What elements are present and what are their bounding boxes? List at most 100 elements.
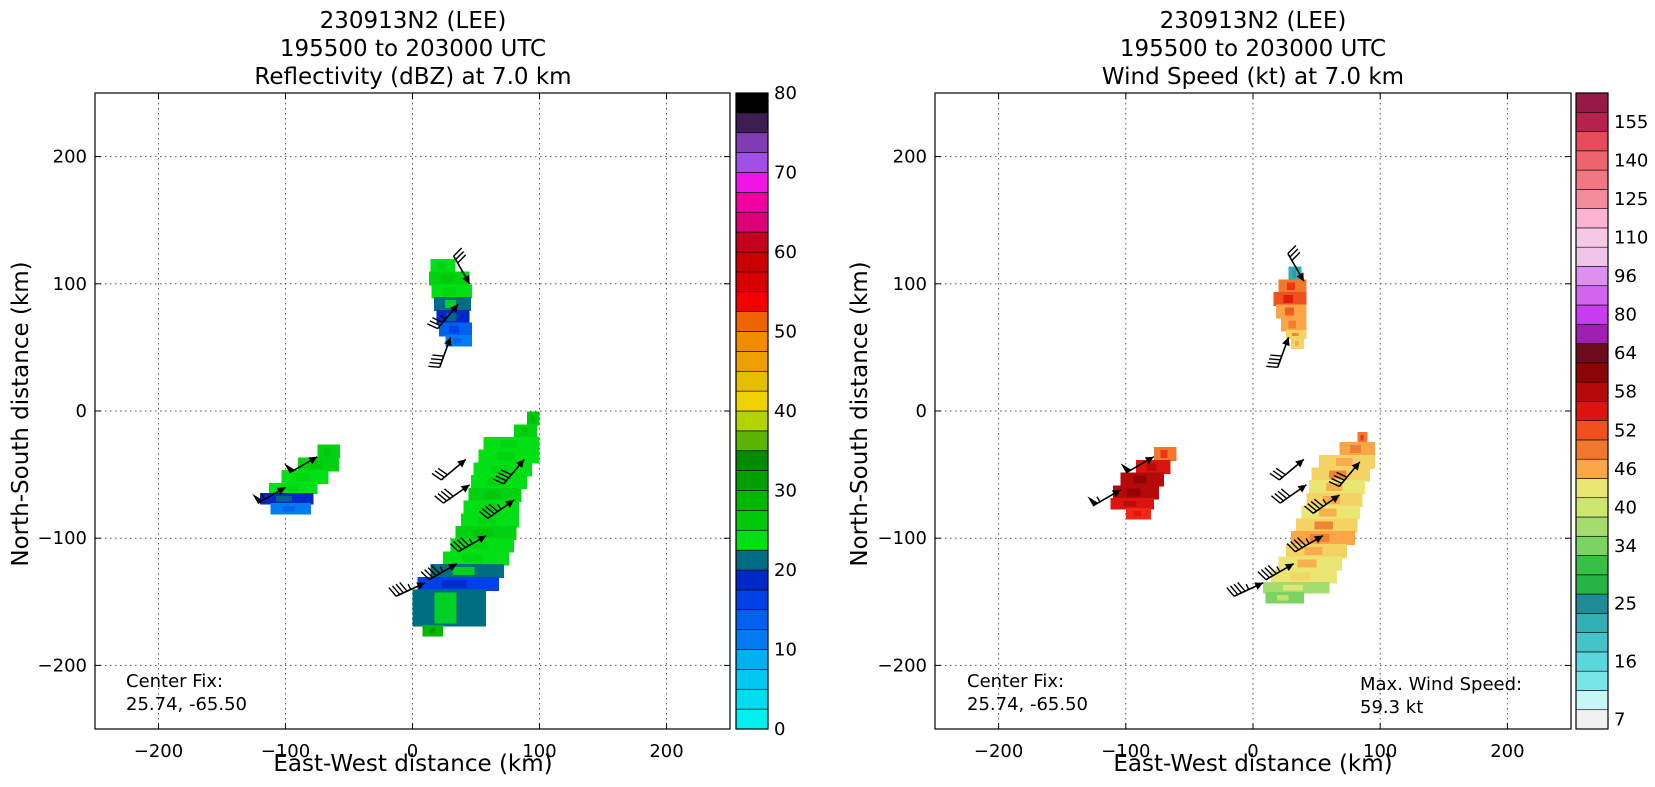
colorbar-swatch: [1575, 670, 1609, 691]
echo-cell-core: [1160, 450, 1168, 459]
colorbar-swatch: [1575, 208, 1609, 229]
wind-barb: [1286, 534, 1324, 553]
colorbar-swatch: [735, 331, 769, 352]
colorbar-tick-label: 64: [1614, 343, 1637, 364]
colorbar-swatch: [735, 211, 769, 233]
colorbar-swatch: [735, 510, 769, 531]
echo-cell-core: [490, 465, 509, 474]
colorbar-swatch: [1575, 458, 1609, 479]
colorbar-swatch: [1575, 131, 1609, 152]
echo-cell-core: [1285, 307, 1295, 316]
echo-cell-core: [484, 490, 501, 499]
echo-cell-core: [462, 554, 483, 563]
y-axis-label: North-South distance (km): [8, 261, 34, 566]
echo-cell-core: [283, 485, 298, 492]
echo-cell-core: [530, 414, 535, 423]
y-tick-label: −100: [878, 528, 927, 549]
center-fix-label: Center Fix:: [967, 671, 1064, 692]
colorbar-swatch: [1575, 304, 1609, 325]
colorbar-swatch: [1575, 593, 1609, 614]
echo-cell-core: [1297, 559, 1317, 568]
colorbar-tick-label: 60: [774, 242, 797, 263]
wind-barb: [449, 534, 487, 553]
x-tick-label: 200: [649, 741, 683, 762]
title-line-3: Wind Speed (kt) at 7.0 km: [1102, 64, 1404, 90]
wind-barb: [420, 562, 458, 581]
reflectivity-panel: 230913N2 (LEE) 195500 to 203000 UTC Refl…: [8, 8, 797, 777]
colorbar-swatch: [1575, 227, 1609, 248]
echo-cell-core: [441, 274, 454, 283]
echo-cell-core: [449, 325, 459, 334]
y-tick-label: 100: [53, 274, 87, 295]
colorbar-swatch: [735, 529, 769, 551]
echo-cell-core: [310, 460, 323, 469]
echo-cell-core: [1283, 294, 1294, 303]
y-tick-label: 200: [893, 147, 927, 168]
echo-cell-core: [1350, 445, 1361, 454]
echo-cell-core: [1335, 457, 1353, 466]
colorbar-swatch: [735, 609, 769, 630]
title-line-1: 230913N2 (LEE): [320, 8, 507, 34]
colorbar-swatch: [735, 351, 769, 372]
center-fix-label: Center Fix:: [126, 671, 223, 692]
colorbar-tick-label: 110: [1614, 228, 1648, 249]
echo-cell-core: [443, 287, 456, 296]
colorbar-swatch: [1575, 651, 1609, 672]
colorbar-swatch: [735, 629, 769, 650]
echo-cell-core: [1133, 475, 1147, 484]
colorbar-tick-label: 16: [1614, 652, 1637, 673]
wind-speed-panel: 230913N2 (LEE) 195500 to 203000 UTC Wind…: [847, 8, 1648, 777]
echo-cell-core: [478, 516, 496, 525]
echo-cell-core: [1329, 470, 1347, 479]
echo-cell-core: [434, 592, 457, 624]
x-axis-label: East-West distance (km): [273, 751, 552, 777]
x-tick-label: −100: [1101, 741, 1150, 762]
colorbar-swatch: [1575, 439, 1609, 460]
colorbar-swatch: [735, 569, 769, 591]
echo-cell-core: [446, 312, 457, 321]
colorbar-tick-label: 50: [774, 322, 797, 343]
wind-barb: [1257, 562, 1295, 581]
wind-barb: [431, 458, 467, 481]
colorbar-swatch: [1575, 516, 1609, 537]
wind-barb: [388, 581, 426, 597]
colorbar-tick-label: 155: [1614, 112, 1648, 133]
colorbar-swatch: [735, 132, 769, 153]
echo-cell-core: [1126, 488, 1141, 497]
colorbar-swatch: [735, 112, 769, 134]
colorbar-swatch: [1575, 343, 1609, 364]
colorbar-swatch: [1575, 535, 1609, 556]
echo-cell-core: [276, 495, 293, 502]
colorbar-swatch: [735, 192, 769, 213]
title-line-1: 230913N2 (LEE): [1160, 8, 1347, 34]
echo-cell-core: [1290, 572, 1311, 581]
colorbar-swatch: [735, 410, 769, 432]
echo-cell-core: [1294, 340, 1299, 347]
colorbar-tick-label: 10: [774, 640, 797, 661]
x-tick-label: 0: [1247, 741, 1258, 762]
colorbar-swatch: [1575, 285, 1609, 306]
colorbar-tick-label: 34: [1614, 536, 1637, 557]
y-tick-label: 200: [53, 147, 87, 168]
colorbar-swatch: [735, 251, 769, 273]
y-tick-label: 0: [76, 401, 87, 422]
echo-cell-core: [452, 567, 475, 576]
colorbar-tick-label: 58: [1614, 382, 1637, 403]
colorbar-swatch: [1575, 401, 1609, 421]
echo-cell-core: [487, 478, 505, 487]
colorbar-swatch: [735, 669, 769, 690]
echo-cell-core: [1133, 511, 1142, 517]
colorbar-swatch: [735, 430, 769, 452]
echo-cell-core: [1288, 320, 1297, 329]
colorbar-swatch: [1575, 574, 1609, 595]
colorbar-swatch: [1575, 150, 1609, 171]
colorbar-frame: [1575, 92, 1609, 730]
x-tick-label: 100: [522, 741, 556, 762]
colorbar-tick-label: 0: [774, 719, 785, 740]
wind-barb: [1270, 484, 1307, 504]
colorbar-swatch: [735, 708, 769, 730]
colorbar-tick-label: 140: [1614, 150, 1648, 171]
wind-barb: [1269, 458, 1305, 481]
wind-barb: [1087, 489, 1122, 507]
